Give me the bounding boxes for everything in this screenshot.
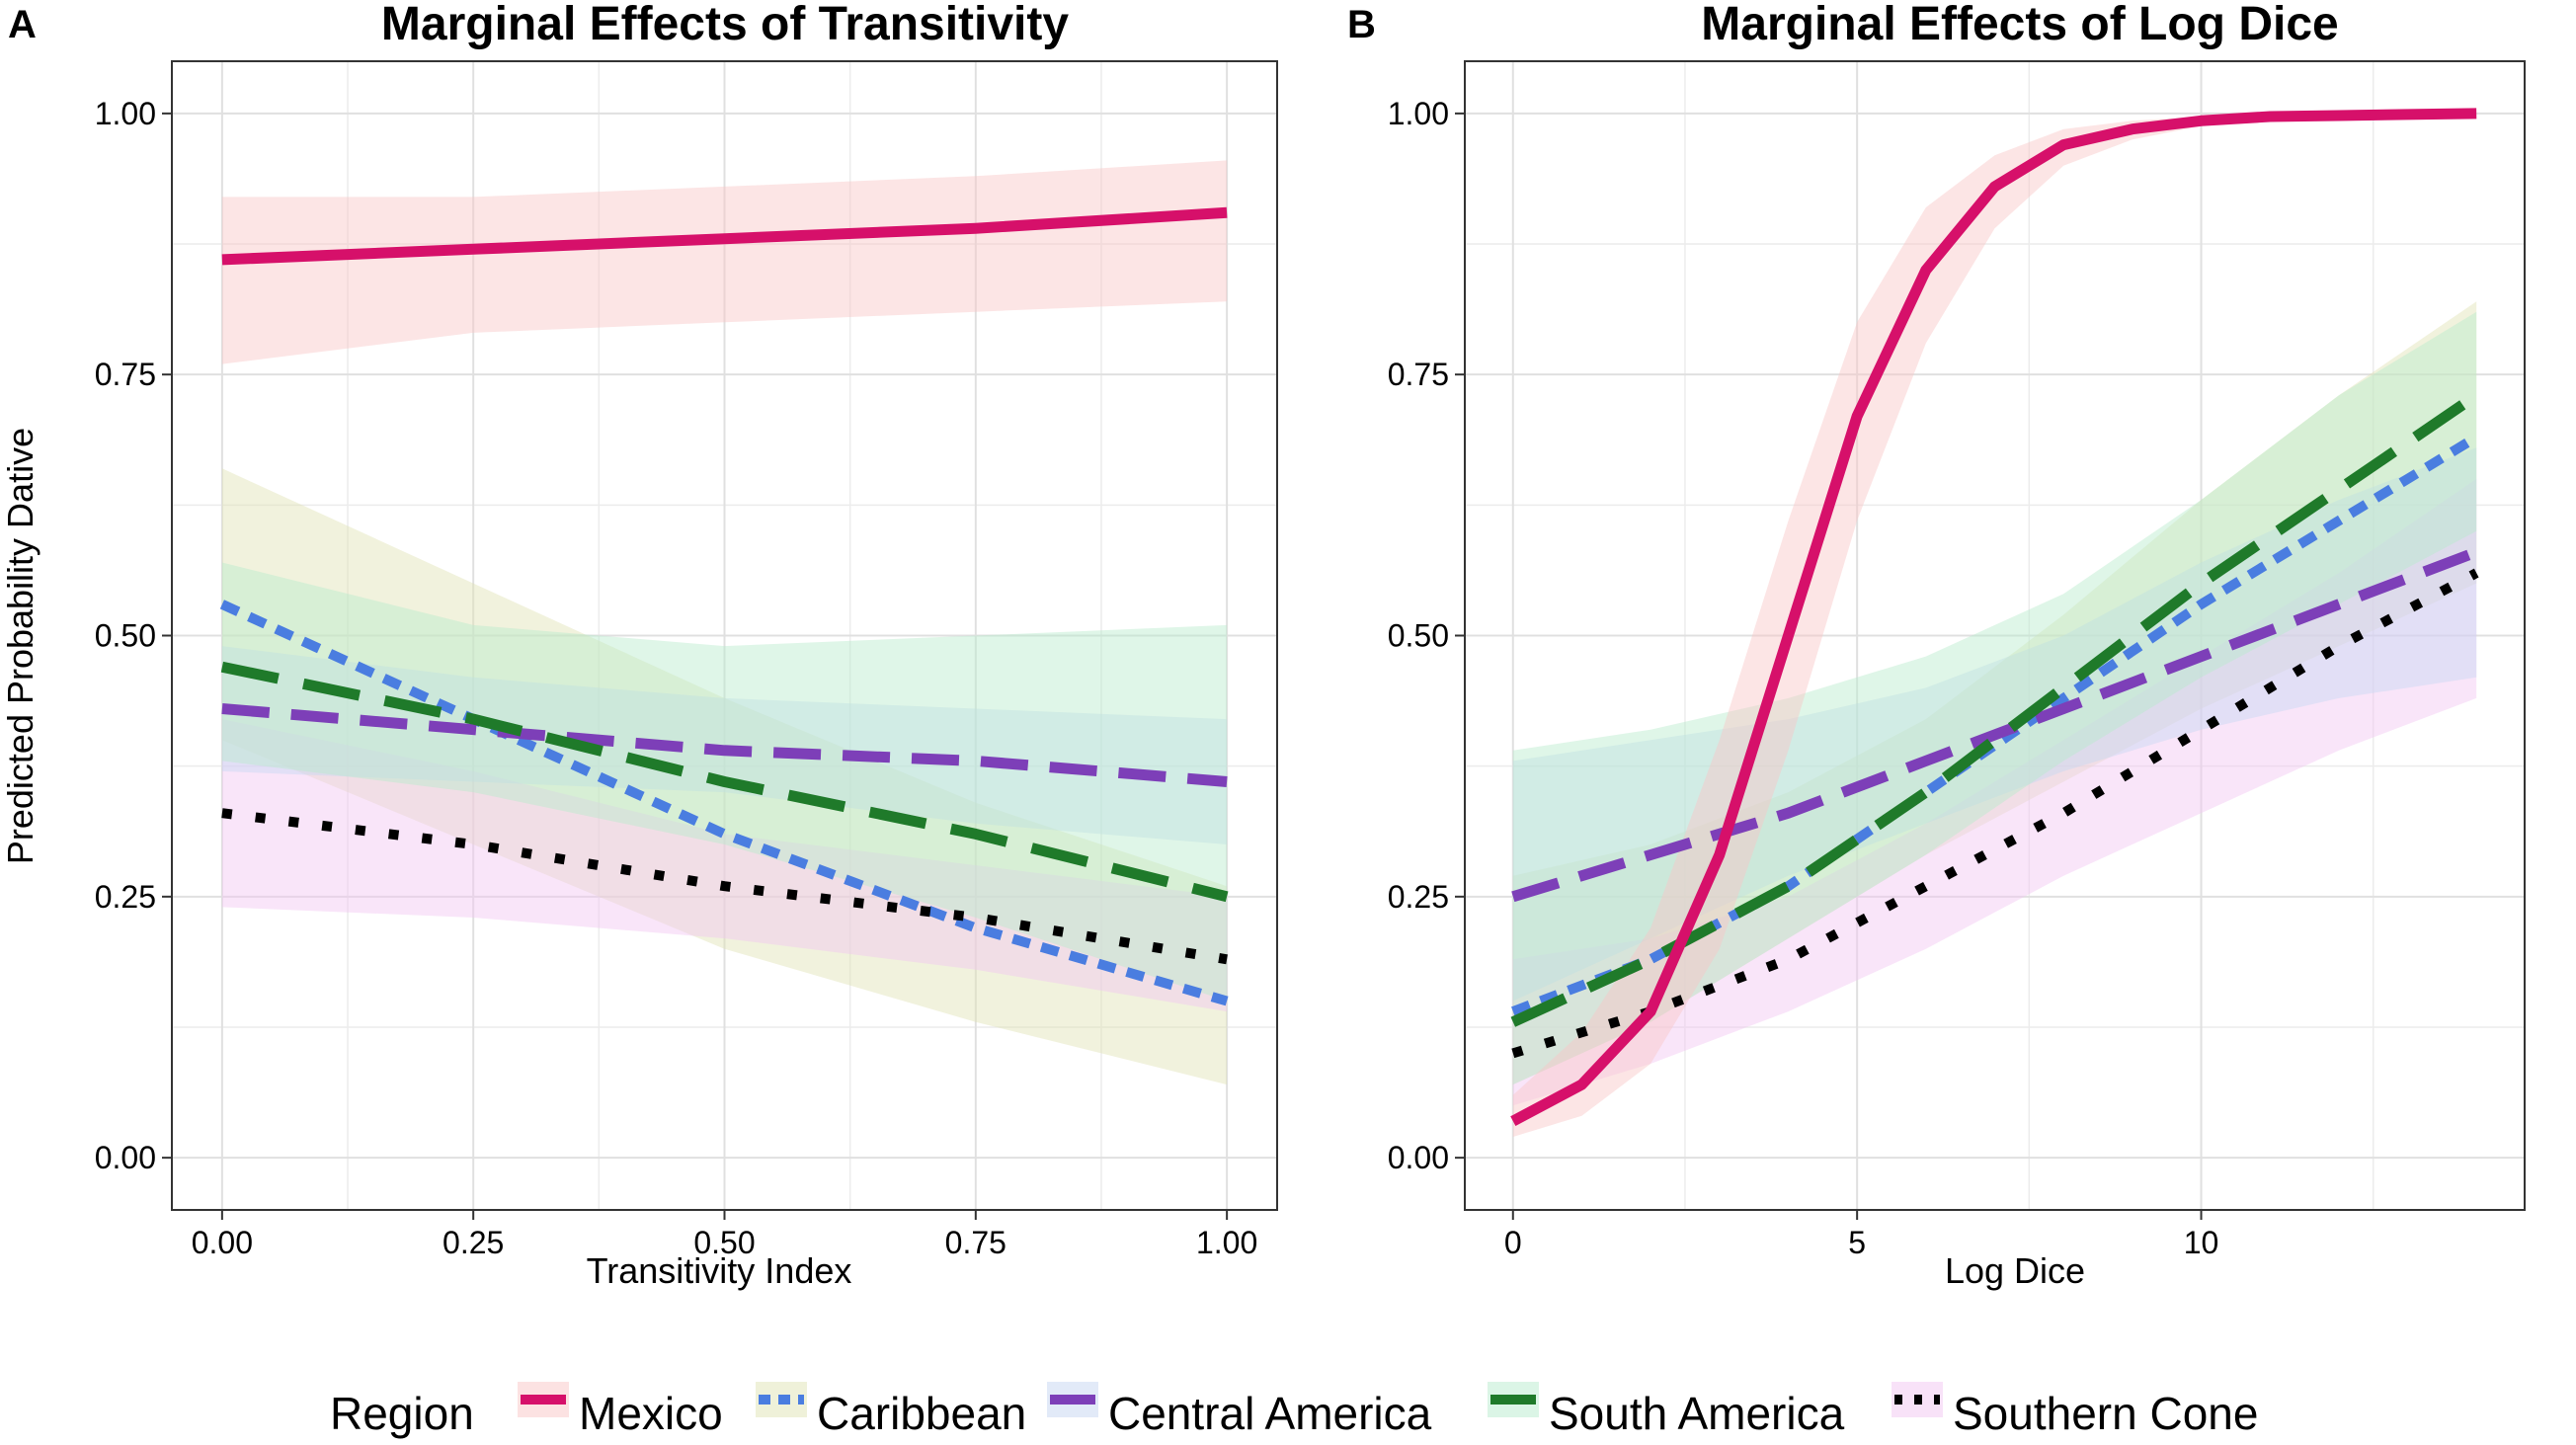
- panel-b-line-mexico: [1510, 108, 2477, 1126]
- panel-b-xlabel: Log Dice: [1945, 1250, 2085, 1291]
- panel-b-band-mexico: [1512, 113, 2477, 1137]
- panel-a-xlabel: Transitivity Index: [587, 1250, 852, 1291]
- panel-a-tag: A: [8, 3, 37, 46]
- panel-b-title: Marginal Effects of Log Dice: [1701, 0, 2338, 50]
- x-tick-label: 5: [1848, 1225, 1866, 1260]
- panel-b-lines: [1510, 108, 2480, 1126]
- y-tick-label: 0.00: [95, 1140, 156, 1175]
- panel-b-ticks: 0 5 10 0.00 0.25 0.50 0.75 1.00: [1388, 96, 2219, 1260]
- y-tick-label: 0.75: [1388, 357, 1449, 392]
- legend-label-south-america: South America: [1549, 1388, 1845, 1439]
- legend-label-mexico: Mexico: [579, 1388, 723, 1439]
- panel-b-band-caribbean: [1512, 301, 2477, 1085]
- y-tick-label: 1.00: [95, 96, 156, 131]
- panel-a-ylabel: Predicted Probability Dative: [0, 428, 40, 864]
- panel-a: A Marginal Effects of Transitivity 0.00 0…: [0, 0, 1278, 1291]
- panel-a-band-mexico: [221, 160, 1228, 364]
- panel-a-line-south-america: [220, 661, 1229, 903]
- panel-a-line-caribbean: [219, 600, 1229, 1006]
- panel-b-tag: B: [1347, 3, 1376, 46]
- x-tick-label: 10: [2184, 1225, 2219, 1260]
- panel-b: B Marginal Effects of Log Dice 0 5 100.000…: [1347, 0, 2526, 1291]
- y-tick-label: 0.50: [95, 618, 156, 654]
- panel-a-line-southern-cone: [221, 808, 1228, 965]
- x-tick-label: 0.50: [693, 1225, 755, 1260]
- legend-items: Mexico Caribbean Central America South Amer…: [518, 1382, 2258, 1439]
- panel-a-lines: [219, 206, 1229, 1006]
- x-tick-label: 0.00: [192, 1225, 253, 1260]
- legend-label-central-america: Central America: [1108, 1388, 1432, 1439]
- y-tick-label: 1.00: [1388, 96, 1449, 131]
- y-tick-label: 0.75: [95, 357, 156, 392]
- legend-label-southern-cone: Southern Cone: [1953, 1388, 2258, 1439]
- legend-label-caribbean: Caribbean: [817, 1388, 1026, 1439]
- panel-b-band-south-america: [1512, 311, 2477, 1085]
- legend-title: Region: [330, 1388, 474, 1439]
- y-tick-label: 0.00: [1388, 1140, 1449, 1175]
- y-tick-label: 0.50: [1388, 618, 1449, 654]
- legend: Region Mexico Caribbean Central America Sou…: [330, 1382, 2258, 1439]
- x-tick-label: 1.00: [1196, 1225, 1257, 1260]
- y-tick-label: 0.25: [95, 879, 156, 915]
- panel-a-title: Marginal Effects of Transitivity: [381, 0, 1069, 50]
- y-tick-label: 0.25: [1388, 879, 1449, 915]
- x-tick-label: 0.25: [443, 1225, 504, 1260]
- panel-b-line-central-america: [1511, 546, 2479, 903]
- panel-a-band-southern-cone: [221, 719, 1228, 1012]
- panel-a-line-mexico: [221, 206, 1228, 266]
- panel-a-ticks: 0.00 0.25 0.50 0.75 1.00 0.00 0.25 0.50 0.75 1.00: [95, 96, 1258, 1260]
- x-tick-label: 0.75: [945, 1225, 1006, 1260]
- panel-b-line-southern-cone: [1511, 568, 2479, 1059]
- panel-a-grid: [172, 61, 1277, 1210]
- panel-a-line-central-america: [221, 703, 1228, 787]
- x-tick-label: 0: [1504, 1225, 1522, 1260]
- panel-b-band-southern-cone: [1512, 478, 2477, 1106]
